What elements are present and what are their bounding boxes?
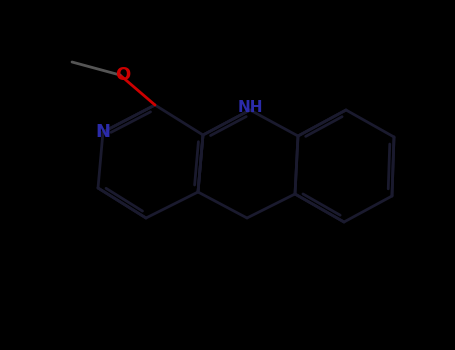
Text: N: N <box>96 123 111 141</box>
Text: NH: NH <box>237 100 263 116</box>
Text: O: O <box>116 66 131 84</box>
